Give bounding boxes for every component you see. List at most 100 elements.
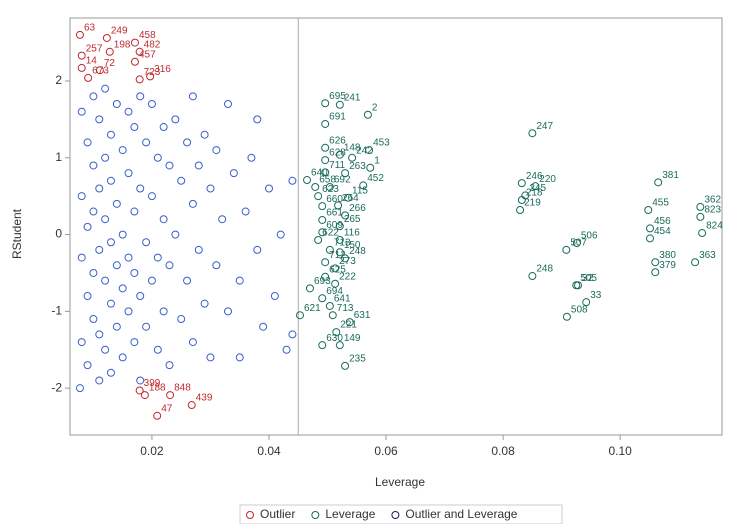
data-point [318, 341, 327, 350]
data-point [153, 411, 162, 420]
point-label: 623 [322, 184, 339, 195]
data-point [691, 258, 700, 267]
data-point [95, 330, 104, 339]
data-point [171, 115, 180, 124]
data-point [153, 253, 162, 262]
x-tick-label: 0.10 [608, 444, 632, 458]
data-point [528, 129, 537, 138]
data-point [321, 143, 330, 152]
data-point [118, 353, 127, 362]
data-point [335, 222, 344, 231]
data-point [101, 84, 110, 93]
data-point [106, 368, 115, 377]
data-point [118, 284, 127, 293]
point-label: 1 [374, 155, 380, 166]
data-point [314, 192, 323, 201]
data-point [288, 330, 297, 339]
data-point [89, 207, 98, 216]
data-point [247, 153, 256, 162]
data-point [325, 182, 334, 191]
point-label: 439 [196, 393, 213, 404]
data-point [341, 169, 350, 178]
data-point [101, 345, 110, 354]
data-point [130, 57, 139, 66]
data-point [341, 361, 350, 370]
data-point [105, 47, 114, 56]
point-label: 63 [84, 23, 96, 34]
x-tick-label: 0.04 [257, 444, 281, 458]
data-point [528, 272, 537, 281]
point-label: 219 [524, 198, 541, 209]
data-point [112, 322, 121, 331]
point-label: 242 [356, 145, 373, 156]
data-point [305, 284, 314, 293]
y-tick-label: 0 [55, 227, 62, 241]
data-point [147, 100, 156, 109]
point-label: 621 [304, 303, 321, 314]
data-point [224, 307, 233, 316]
data-point [562, 245, 571, 254]
data-point [142, 322, 151, 331]
data-point [130, 338, 139, 347]
data-point [83, 361, 92, 370]
point-label: 691 [329, 112, 346, 123]
data-point [314, 235, 323, 244]
data-point [83, 292, 92, 300]
data-point [696, 202, 705, 211]
data-point [321, 258, 330, 267]
data-point [696, 212, 705, 221]
data-point [140, 391, 149, 400]
legend-marker [391, 511, 400, 519]
data-point [229, 169, 238, 178]
point-label: 265 [344, 214, 361, 225]
data-point [177, 176, 186, 185]
data-point [95, 115, 104, 124]
data-point [212, 261, 221, 270]
data-point [165, 161, 174, 170]
point-label: 381 [662, 170, 679, 181]
x-tick-label: 0.08 [491, 444, 515, 458]
point-label: 245 [529, 183, 546, 194]
data-point [83, 138, 92, 147]
data-point [341, 211, 350, 220]
point-label: 454 [654, 226, 671, 237]
data-point [112, 261, 121, 270]
data-point [77, 51, 86, 60]
data-point [135, 75, 144, 84]
data-point [89, 161, 98, 170]
y-tick-label: -2 [51, 380, 62, 394]
point-label: 453 [373, 138, 390, 149]
y-axis-label: RStudent [10, 208, 24, 259]
point-label: 241 [344, 92, 361, 103]
data-point [270, 292, 279, 300]
data-point [253, 245, 262, 254]
point-label: 362 [704, 195, 721, 206]
point-label: 249 [111, 26, 128, 37]
point-label: 723 [144, 67, 161, 78]
y-tick-label: 2 [55, 73, 62, 87]
point-label: 692 [334, 175, 351, 186]
data-point [264, 184, 273, 193]
data-point [187, 401, 196, 410]
data-point [124, 169, 133, 178]
point-label: 2 [372, 102, 378, 113]
data-point [89, 315, 98, 324]
data-point [194, 161, 203, 170]
data-point [136, 292, 145, 300]
data-point [363, 110, 372, 119]
data-point [130, 207, 139, 216]
data-point [166, 391, 175, 400]
data-point [698, 229, 707, 238]
data-point [359, 181, 368, 190]
data-point [341, 254, 350, 263]
data-point [325, 301, 334, 310]
data-point [95, 66, 104, 75]
data-point [516, 205, 525, 214]
data-point [332, 328, 341, 337]
data-point [106, 299, 115, 308]
point-label: 220 [539, 174, 556, 185]
data-point [331, 279, 340, 288]
data-point [321, 119, 330, 128]
legend-box [239, 504, 563, 524]
data-point [153, 345, 162, 354]
